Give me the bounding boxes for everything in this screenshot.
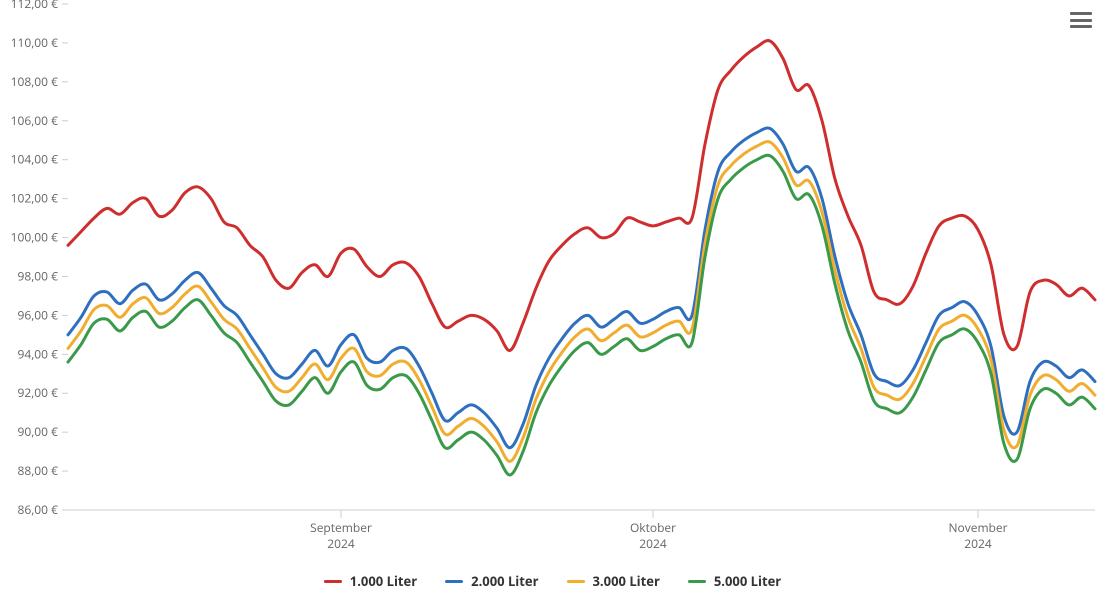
svg-text:98,00 €: 98,00 € — [17, 267, 58, 284]
svg-text:86,00 €: 86,00 € — [17, 501, 58, 518]
svg-text:106,00 €: 106,00 € — [11, 112, 59, 129]
legend-label: 1.000 Liter — [350, 572, 417, 590]
legend-label: 2.000 Liter — [471, 572, 538, 590]
svg-text:2024: 2024 — [327, 535, 355, 552]
legend-item[interactable]: 5.000 Liter — [688, 572, 781, 590]
legend-swatch — [688, 580, 706, 583]
svg-text:112,00 €: 112,00 € — [11, 0, 59, 12]
legend-label: 5.000 Liter — [714, 572, 781, 590]
svg-text:96,00 €: 96,00 € — [17, 306, 58, 323]
svg-text:88,00 €: 88,00 € — [17, 462, 58, 479]
chart-legend: 1.000 Liter 2.000 Liter 3.000 Liter 5.000 L… — [0, 569, 1105, 591]
hamburger-icon — [1070, 12, 1092, 15]
chart-menu-button[interactable] — [1067, 8, 1095, 32]
svg-text:September: September — [310, 519, 372, 536]
legend-item[interactable]: 1.000 Liter — [324, 572, 417, 590]
legend-swatch — [324, 580, 342, 583]
legend-swatch — [445, 580, 463, 583]
svg-text:Oktober: Oktober — [630, 519, 676, 536]
svg-text:110,00 €: 110,00 € — [11, 34, 59, 51]
svg-text:90,00 €: 90,00 € — [17, 423, 58, 440]
svg-text:100,00 €: 100,00 € — [11, 229, 59, 246]
chart-plot-area: 86,00 € 88,00 € 90,00 € 92,00 € 94,00 € 96,00… — [0, 0, 1105, 602]
svg-text:108,00 €: 108,00 € — [11, 73, 59, 90]
legend-swatch — [567, 580, 585, 583]
svg-text:94,00 €: 94,00 € — [17, 345, 58, 362]
svg-text:102,00 €: 102,00 € — [11, 190, 59, 207]
legend-label: 3.000 Liter — [593, 572, 660, 590]
svg-text:104,00 €: 104,00 € — [11, 151, 59, 168]
legend-item[interactable]: 2.000 Liter — [445, 572, 538, 590]
svg-text:November: November — [948, 519, 1007, 536]
svg-text:2024: 2024 — [964, 535, 992, 552]
price-chart: 86,00 € 88,00 € 90,00 € 92,00 € 94,00 € 96,00… — [0, 0, 1105, 602]
legend-item[interactable]: 3.000 Liter — [567, 572, 660, 590]
svg-text:2024: 2024 — [639, 535, 667, 552]
svg-text:92,00 €: 92,00 € — [17, 384, 58, 401]
